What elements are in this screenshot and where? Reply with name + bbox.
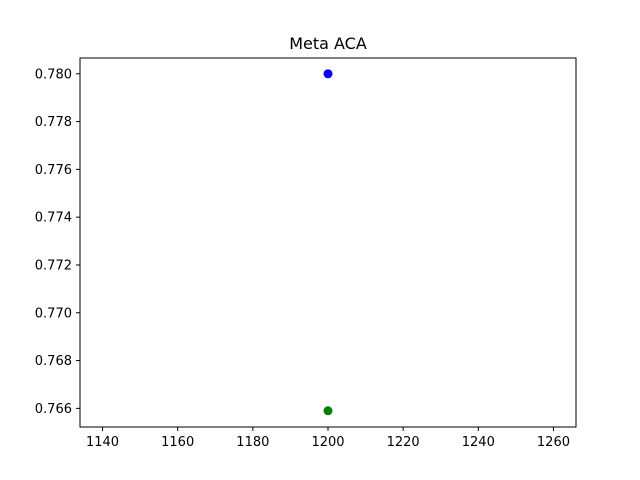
y-tick-label: 0.766 bbox=[35, 402, 72, 417]
x-axis: 1140 1160 1180 1200 1220 1240 1260 bbox=[86, 427, 570, 450]
x-tick-label: 1240 bbox=[462, 435, 495, 450]
y-tick-label: 0.774 bbox=[35, 211, 72, 226]
y-axis: 0.766 0.768 0.770 0.772 0.774 0.776 0.778 0.780 bbox=[35, 67, 80, 417]
y-tick-label: 0.768 bbox=[35, 354, 72, 369]
data-points bbox=[323, 69, 333, 416]
y-tick-label: 0.778 bbox=[35, 115, 72, 130]
chart-title: Meta ACA bbox=[289, 34, 367, 53]
y-tick-label: 0.780 bbox=[35, 67, 72, 82]
x-tick-label: 1200 bbox=[311, 435, 344, 450]
x-tick-label: 1220 bbox=[387, 435, 420, 450]
x-tick-label: 1140 bbox=[86, 435, 119, 450]
x-tick-label: 1180 bbox=[236, 435, 269, 450]
x-tick-label: 1260 bbox=[537, 435, 570, 450]
data-point bbox=[323, 69, 333, 79]
y-tick-label: 0.776 bbox=[35, 163, 72, 178]
y-tick-label: 0.772 bbox=[35, 258, 72, 273]
plot-area bbox=[79, 57, 577, 428]
data-point bbox=[323, 406, 333, 416]
y-tick-label: 0.770 bbox=[35, 306, 72, 321]
x-tick-label: 1160 bbox=[161, 435, 194, 450]
